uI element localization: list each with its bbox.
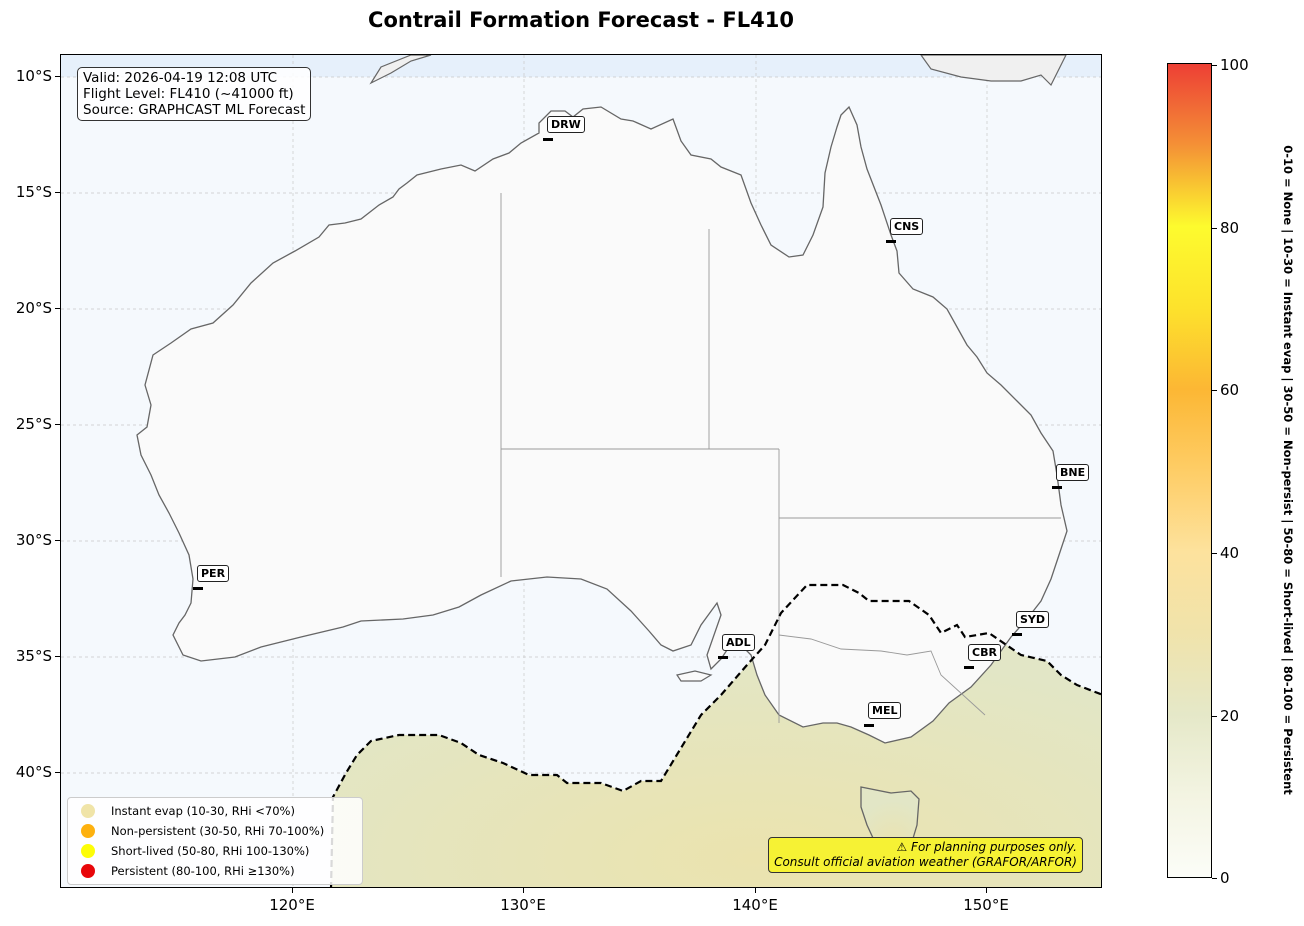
airport-marker-icon [543,138,553,141]
colorbar-tick-mark [1212,228,1217,229]
y-tick-label: 15°S [15,183,52,201]
x-tick-mark [292,888,293,893]
y-tick-label: 35°S [15,647,52,665]
y-tick-mark [55,772,60,773]
y-tick-mark [55,192,60,193]
colorbar-tick-mark [1212,390,1217,391]
x-tick-label: 120°E [269,896,315,914]
colorbar-category-label: 0-10 = None | 10-30 = Instant evap | 30-… [1281,145,1295,795]
legend-item-short-lived: Short-lived (50-80, RHi 100-130%) [68,841,362,861]
y-tick-mark [55,540,60,541]
colorbar-tick-mark [1212,878,1217,879]
colorbar-tick-mark [1212,716,1217,717]
colorbar [1167,63,1212,878]
legend-swatch-icon [81,804,95,818]
airport-marker-icon [964,666,974,669]
map-panel[interactable]: Valid: 2026-04-19 12:08 UTC Flight Level… [60,54,1102,888]
x-tick-label: 140°E [732,896,778,914]
colorbar-tick-label: 80 [1220,219,1240,237]
y-tick-label: 20°S [15,299,52,317]
x-tick-mark [755,888,756,893]
x-tick-mark [523,888,524,893]
top-band [61,55,1101,77]
australia-landmass [136,105,1068,744]
y-tick-label: 40°S [15,763,52,781]
city-label: CNS [890,218,924,235]
flight-level: Flight Level: FL410 (~41000 ft) [83,86,294,102]
map-canvas [61,55,1101,887]
planning-disclaimer: ⚠ For planning purposes only. Consult of… [768,837,1083,873]
chart-title: Contrail Formation Forecast - FL410 [368,8,794,32]
y-tick-label: 25°S [15,415,52,433]
y-tick-label: 10°S [15,67,52,85]
y-tick-mark [55,308,60,309]
airport-marker-icon [193,587,203,590]
forecast-info-box: Valid: 2026-04-19 12:08 UTC Flight Level… [77,67,312,121]
city-label: PER [197,565,230,582]
city-label: SYD [1016,611,1050,628]
legend-item-persistent: Persistent (80-100, RHi ≥130%) [68,861,362,881]
contour-line [329,583,1101,887]
airport-marker-icon [886,240,896,243]
legend-swatch-icon [81,844,95,858]
colorbar-tick-label: 40 [1220,544,1240,562]
city-label: CBR [968,644,1001,661]
y-tick-mark [55,424,60,425]
state-borders [500,193,1061,723]
legend-swatch-icon [81,824,95,838]
colorbar-tick-label: 20 [1220,707,1240,725]
legend-swatch-icon [81,864,95,878]
city-label: BNE [1056,464,1090,481]
new-guinea-coast [920,55,1067,87]
colorbar-tick-mark [1212,553,1217,554]
city-label: ADL [722,634,755,651]
city-label: DRW [547,116,585,133]
legend-item-non-persistent: Non-persistent (30-50, RHi 70-100%) [68,821,362,841]
x-tick-mark [986,888,987,893]
kangaroo-island [676,670,713,682]
legend: Instant evap (10-30, RHi <70%) Non-persi… [67,797,363,885]
colorbar-tick-label: 60 [1220,381,1240,399]
y-tick-mark [55,656,60,657]
colorbar-tick-mark [1212,65,1217,66]
y-tick-mark [55,76,60,77]
legend-item-instant-evap: Instant evap (10-30, RHi <70%) [68,801,362,821]
airport-marker-icon [864,724,874,727]
x-tick-label: 130°E [500,896,546,914]
airport-marker-icon [1012,633,1022,636]
y-tick-label: 30°S [15,531,52,549]
x-tick-label: 150°E [963,896,1009,914]
airport-marker-icon [718,656,728,659]
forecast-source: Source: GRAPHCAST ML Forecast [83,102,306,118]
airport-marker-icon [1052,486,1062,489]
colorbar-tick-label: 0 [1220,869,1230,887]
timor-coast [369,55,432,85]
colorbar-tick-label: 100 [1220,56,1249,74]
city-label: MEL [868,702,902,719]
valid-time: Valid: 2026-04-19 12:08 UTC [83,70,278,86]
